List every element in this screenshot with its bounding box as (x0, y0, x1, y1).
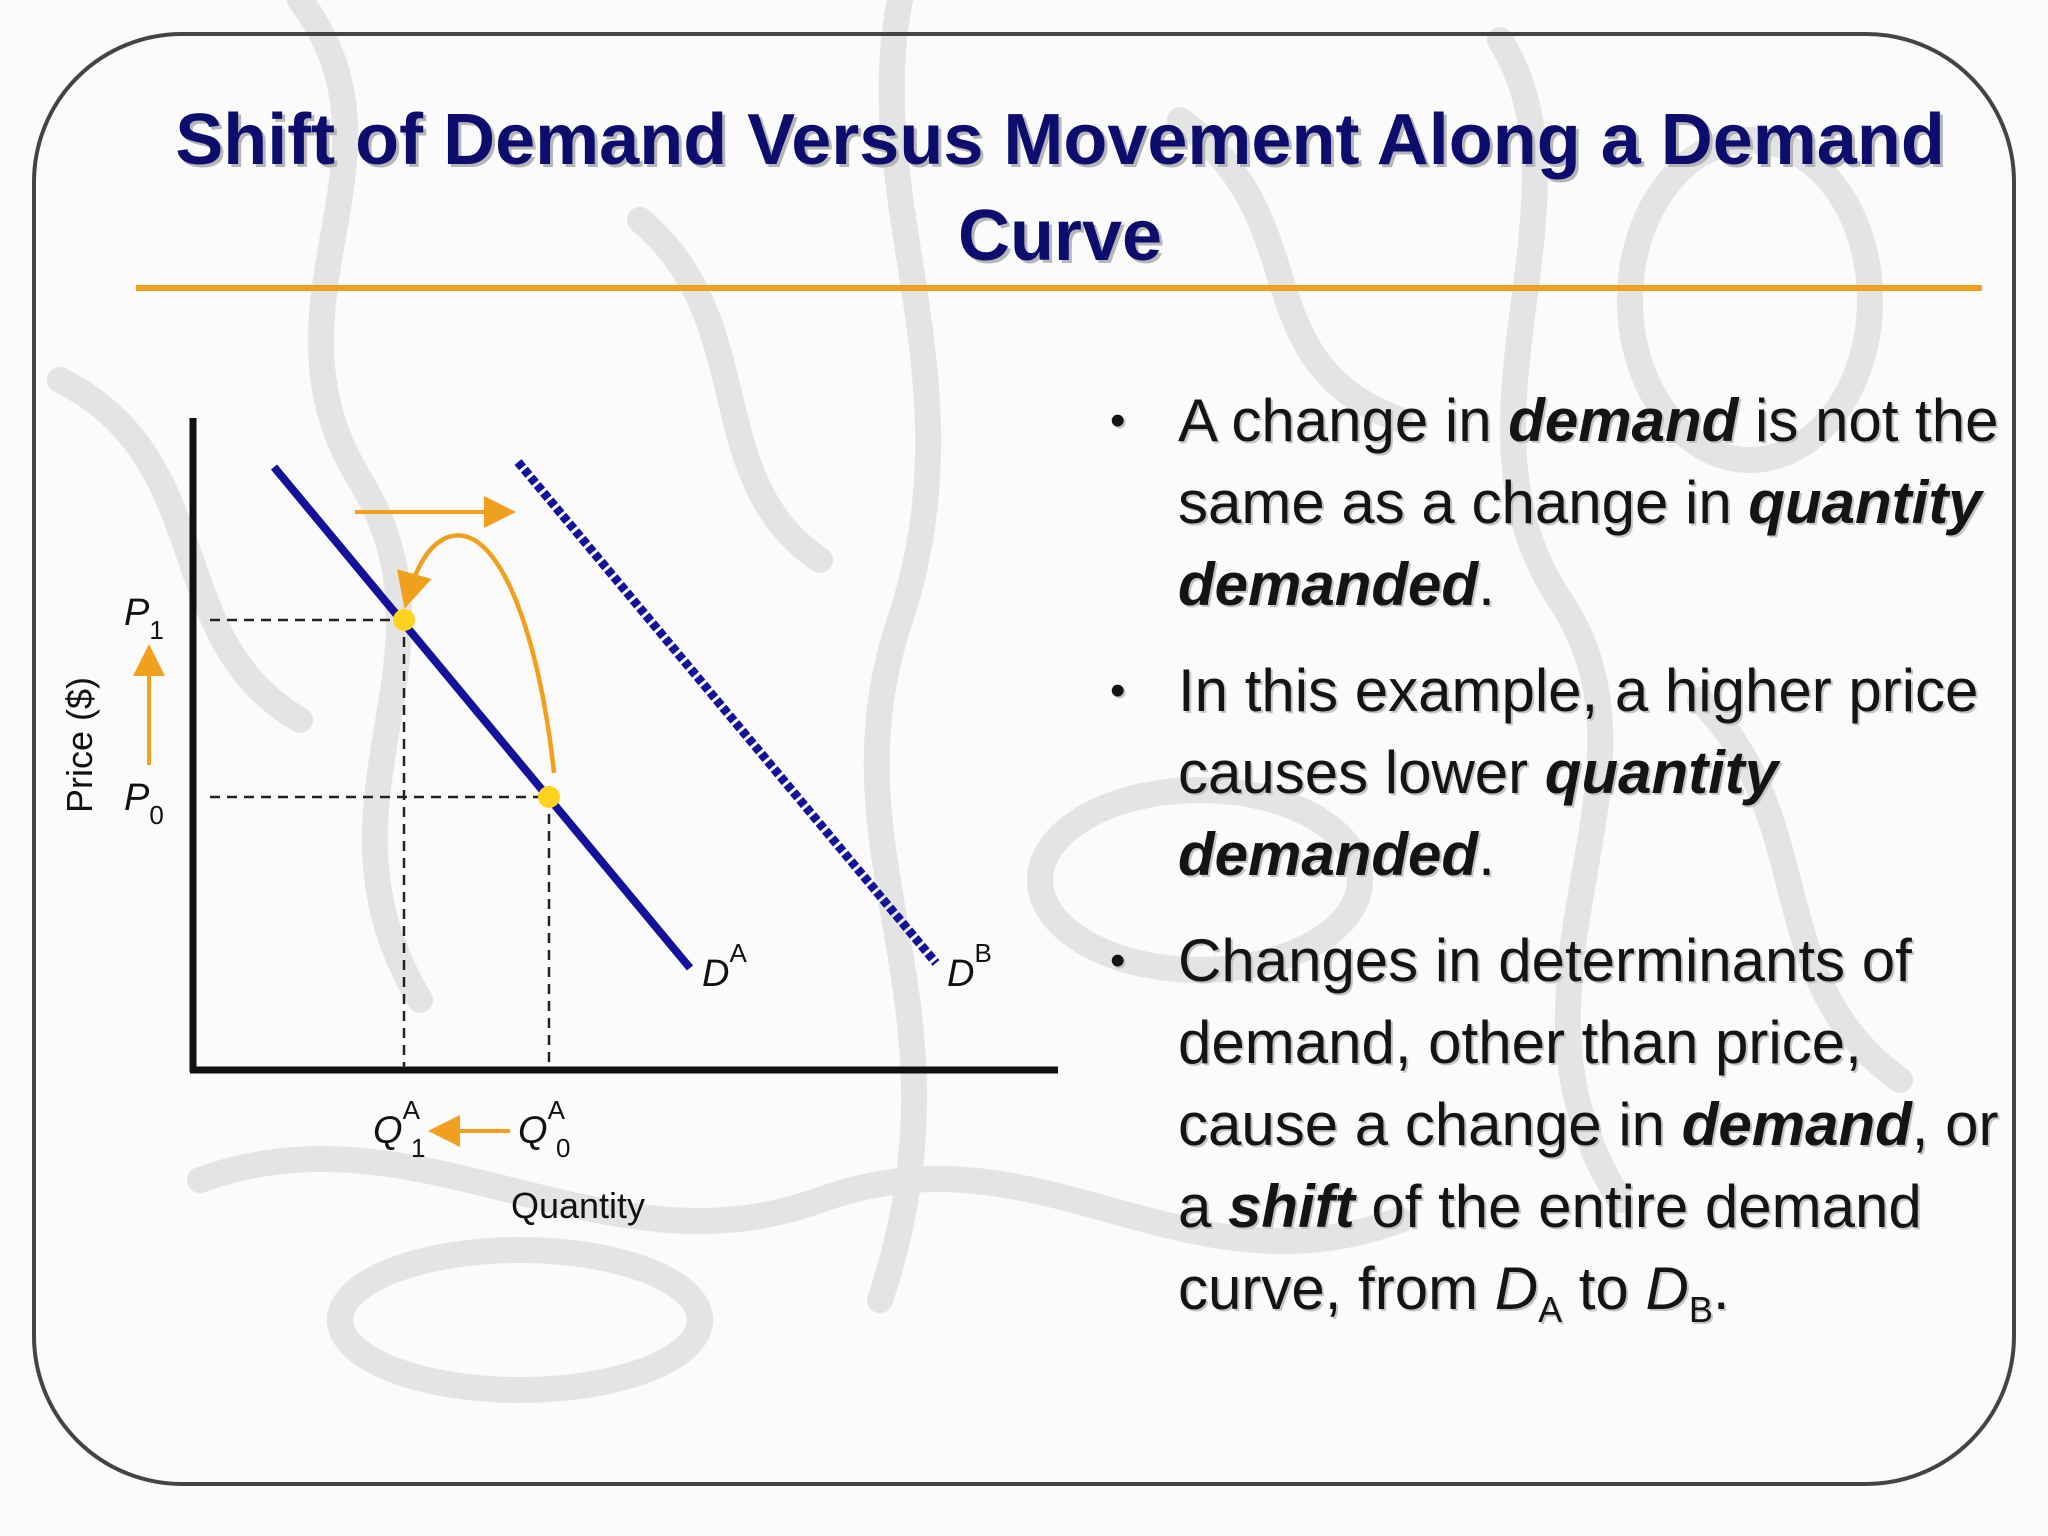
bullet-text: . (1478, 551, 1495, 618)
bullet-text: of the entire demand curve, from (1178, 1173, 1922, 1322)
bullet-text: In this example, a higher price causes l… (1178, 657, 1979, 806)
quantity-label-q1a: QA 1 (373, 1095, 425, 1163)
x-axis-label: Quantity (511, 1185, 645, 1226)
bullet-subscript: A (1538, 1289, 1563, 1330)
bullet-symbol: D (1645, 1255, 1689, 1322)
bullet-item: • In this example, a higher price causes… (1110, 650, 2010, 896)
bullet-text: A change in (1178, 387, 1509, 454)
bullet-emphasis: quantity demanded (1178, 469, 1982, 618)
bullet-text: . (1478, 821, 1495, 888)
bullet-text: is not the same as a change in (1178, 387, 1999, 536)
bullet-item: • Changes in determinants of demand, oth… (1110, 920, 2010, 1330)
bullet-text: . (1712, 1255, 1730, 1322)
bullet-dot: • (1110, 666, 1126, 715)
slide-frame (32, 32, 2016, 1486)
point-p0-q0 (538, 786, 560, 808)
demand-curve-a (270, 464, 694, 971)
bullet-item: • A change in demand is not the same as … (1110, 380, 2010, 626)
y-axis-label: Price ($) (59, 677, 100, 813)
title-divider (136, 285, 1982, 291)
bullet-text: to (1562, 1255, 1646, 1322)
bullet-emphasis: quantity demanded (1178, 739, 1779, 888)
bullet-text: Changes in determinants of demand, other… (1178, 927, 1912, 1158)
bullet-subscript: B (1688, 1289, 1713, 1330)
slide-title: Shift of Demand Versus Movement Along a … (175, 100, 1945, 276)
curve-label-db: DB (947, 938, 992, 995)
quantity-label-q0a: QA 0 (518, 1095, 570, 1163)
bullet-dot: • (1110, 936, 1126, 985)
price-label-p0: P0 (124, 777, 164, 830)
price-label-p1: P1 (124, 592, 164, 645)
bullet-symbol: D (1494, 1255, 1539, 1322)
demand-curve-b (514, 459, 940, 966)
curve-label-da: DA (702, 938, 747, 995)
bullet-text: , or a (1178, 1091, 1999, 1240)
point-p1-q1 (393, 609, 415, 631)
bullet-emphasis: shift (1228, 1173, 1355, 1240)
bullet-dot: • (1110, 396, 1126, 445)
movement-arrow (396, 533, 557, 774)
bullet-list: • A change in demand is not the same as … (1110, 380, 2010, 1354)
bullet-emphasis: demand (1508, 387, 1739, 454)
bullet-emphasis: demand (1681, 1091, 1912, 1158)
